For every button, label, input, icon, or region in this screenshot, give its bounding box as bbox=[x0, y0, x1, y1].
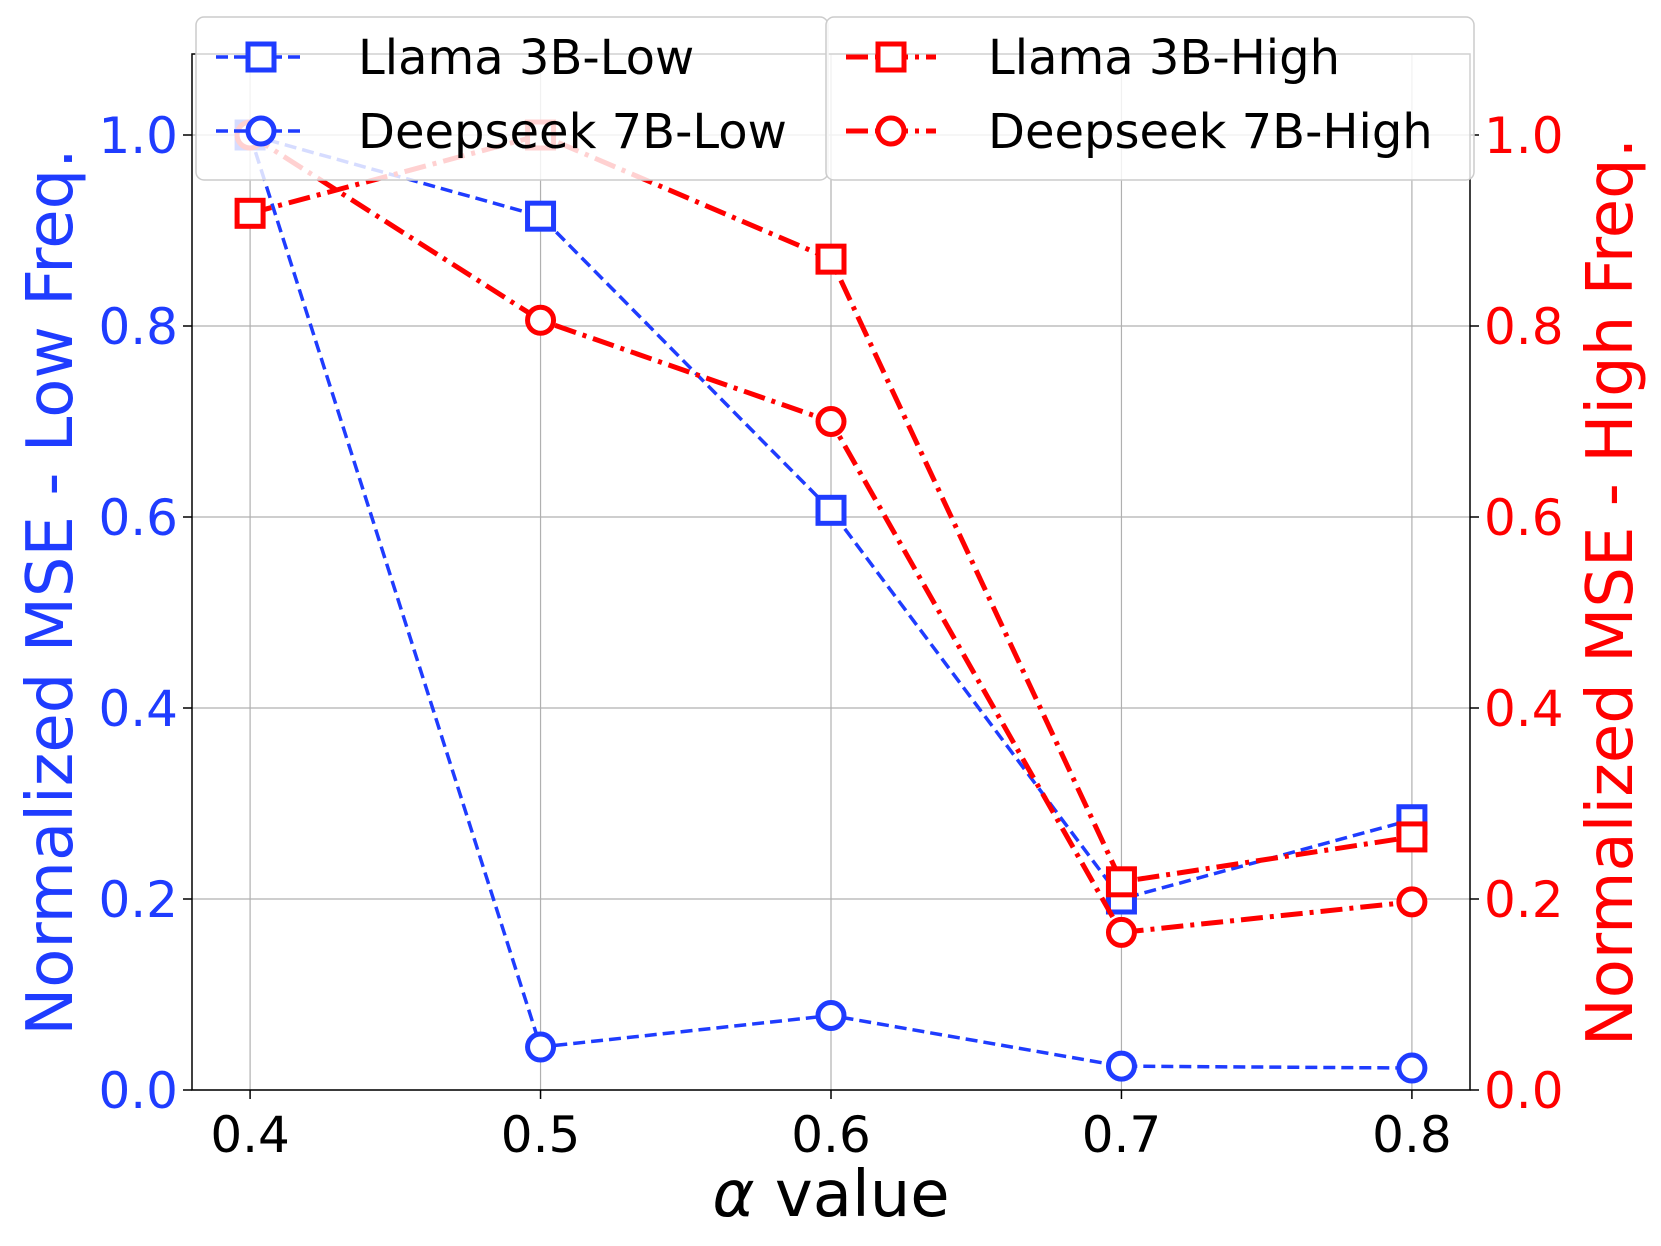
legend-swatch-marker bbox=[875, 41, 907, 73]
x-tick-label: 0.8 bbox=[1372, 1106, 1452, 1164]
y-left-tick-label: 0.8 bbox=[98, 298, 178, 356]
legend-label: Deepseek 7B-Low bbox=[358, 104, 787, 160]
data-point-deepseek-7b-low bbox=[815, 1000, 847, 1032]
data-point-deepseek-7b-high bbox=[1396, 886, 1428, 918]
y-left-tick-label: 0.0 bbox=[98, 1062, 178, 1120]
data-point-deepseek-7b-low bbox=[1105, 1050, 1137, 1082]
data-point-deepseek-7b-high bbox=[525, 304, 557, 336]
series-deepseek-7b-low bbox=[234, 119, 1428, 1084]
data-point-llama-3b-low bbox=[815, 494, 847, 526]
legend-entry-llama-3b-low: Llama 3B-Low bbox=[216, 30, 694, 86]
data-point-deepseek-7b-low bbox=[1396, 1052, 1428, 1084]
x-tick-label: 0.5 bbox=[501, 1106, 581, 1164]
data-point-llama-3b-high bbox=[1396, 821, 1428, 853]
data-point-llama-3b-high bbox=[1105, 866, 1137, 898]
legend-label: Deepseek 7B-High bbox=[988, 104, 1433, 160]
y-right-tick-label: 1.0 bbox=[1484, 107, 1564, 165]
y-right-tick-label: 0.0 bbox=[1484, 1062, 1564, 1120]
axis-titles: α value Normalized MSE - Low Freq. Norma… bbox=[14, 138, 1648, 1232]
x-axis-title: α value bbox=[712, 1158, 949, 1232]
data-point-deepseek-7b-low bbox=[525, 1031, 557, 1063]
x-tick-label: 0.6 bbox=[791, 1106, 871, 1164]
x-tick-label: 0.4 bbox=[210, 1106, 290, 1164]
legend-swatch-marker bbox=[875, 115, 907, 147]
y-left-tick-label: 0.6 bbox=[98, 489, 178, 547]
y-left-tick-label: 0.2 bbox=[98, 871, 178, 929]
data-point-deepseek-7b-high bbox=[815, 406, 847, 437]
y-right-tick-label: 0.8 bbox=[1484, 298, 1564, 356]
grid bbox=[192, 54, 1470, 1091]
x-axis-title-text: value bbox=[755, 1158, 950, 1232]
legend-top-left: Llama 3B-Low Deepseek 7B-Low bbox=[195, 16, 829, 181]
legend-swatch-marker bbox=[245, 41, 277, 73]
legend-label: Llama 3B-Low bbox=[358, 30, 694, 86]
legend-entry-deepseek-7b-high: Deepseek 7B-High bbox=[846, 104, 1433, 160]
y-axis-right-title: Normalized MSE - High Freq. bbox=[1574, 138, 1648, 1046]
data-point-llama-3b-low bbox=[525, 200, 557, 232]
y-left-tick-label: 0.4 bbox=[98, 680, 178, 738]
data-point-llama-3b-high bbox=[234, 197, 266, 229]
legend-entry-deepseek-7b-low: Deepseek 7B-Low bbox=[216, 104, 787, 160]
legend-swatch-marker bbox=[245, 115, 277, 147]
series-line-llama-3b-low bbox=[249, 133, 1413, 902]
x-tick-label: 0.7 bbox=[1082, 1106, 1162, 1164]
data-point-llama-3b-high bbox=[815, 243, 847, 275]
legend-label: Llama 3B-High bbox=[988, 30, 1340, 86]
y-left-tick-label: 1.0 bbox=[98, 107, 178, 165]
legend-top-right: Llama 3B-High Deepseek 7B-High bbox=[825, 16, 1475, 181]
y-right-tick-label: 0.4 bbox=[1484, 680, 1564, 738]
legends: Llama 3B-Low Deepseek 7B-Low Llama 3B-High… bbox=[195, 16, 1475, 181]
y-axis-left-title: Normalized MSE - Low Freq. bbox=[14, 148, 88, 1035]
y-right-tick-label: 0.6 bbox=[1484, 489, 1564, 547]
legend-entry-llama-3b-high: Llama 3B-High bbox=[846, 30, 1340, 86]
data-point-deepseek-7b-high bbox=[1105, 916, 1137, 948]
y-right-tick-label: 0.2 bbox=[1484, 871, 1564, 929]
x-axis-title-symbol: α bbox=[712, 1158, 754, 1232]
legend-box bbox=[825, 16, 1475, 181]
ticks: 0.4 0.5 0.6 0.7 0.8 0.0 0.2 0.4 0.6 0.8 1.0 0.0 0.2 0… bbox=[98, 107, 1563, 1164]
